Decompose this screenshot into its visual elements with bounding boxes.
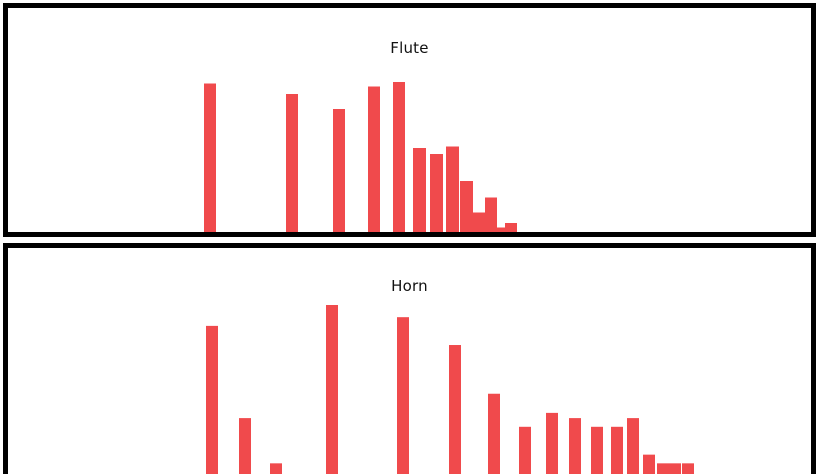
bar-2 [239,418,251,474]
bar-5 [393,82,405,232]
bar-3 [270,463,282,474]
bar-4 [326,305,338,474]
bar-14 [643,454,655,474]
chart-title: Flute [390,39,429,57]
bar-17 [682,463,694,474]
bar-11 [485,197,497,232]
bar-3 [333,109,345,232]
bar-8 [519,426,531,474]
bar-10 [473,212,485,232]
horn-chart-panel: Horn [3,243,816,474]
bar-2 [286,94,298,232]
bar-4 [368,86,380,232]
flute-chart-panel: Flute [3,3,816,237]
horn-bars [206,305,694,474]
bar-9 [546,412,558,474]
bar-8 [446,146,459,232]
bar-16 [669,463,681,474]
chart-title: Horn [391,277,428,295]
bar-5 [397,317,409,474]
bar-6 [449,345,461,474]
bar-13 [627,418,639,474]
bar-13 [505,223,517,232]
bar-7 [488,393,500,474]
bar-15 [657,463,669,474]
bar-9 [460,181,473,232]
bar-11 [591,426,603,474]
bar-7 [430,154,443,232]
bar-6 [413,148,426,232]
bar-1 [206,325,218,474]
bar-12 [497,227,506,232]
flute-bars [204,82,517,232]
bar-12 [611,426,623,474]
bar-1 [204,83,216,232]
bar-10 [569,418,581,474]
